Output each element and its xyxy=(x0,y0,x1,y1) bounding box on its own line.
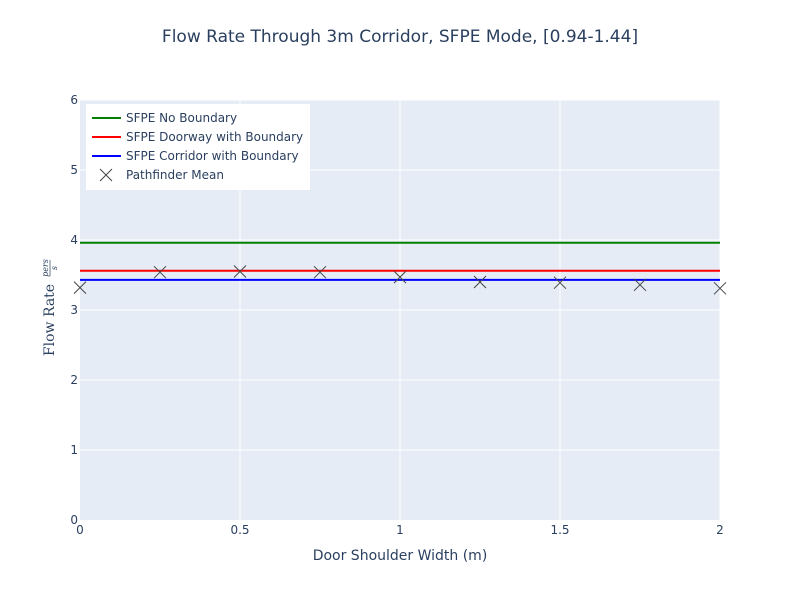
y-tick-label: 2 xyxy=(70,373,78,387)
series-markers xyxy=(73,265,727,295)
x-tick-label: 1.5 xyxy=(550,523,569,537)
marker-point xyxy=(73,281,87,294)
x-tick-label: 1 xyxy=(396,523,404,537)
chart-title: Flow Rate Through 3m Corridor, SFPE Mode… xyxy=(162,27,638,47)
x-tick-label: 0.5 xyxy=(230,523,249,537)
series-lines xyxy=(80,241,720,281)
y-axis-title-text: Flow Rate xyxy=(42,284,58,356)
marker-point xyxy=(153,265,167,279)
marker-point xyxy=(713,281,727,295)
marker-point xyxy=(473,275,487,289)
y-tick-label: 1 xyxy=(70,443,78,457)
y-axis-title-numerator: pers xyxy=(41,259,50,277)
marker-point xyxy=(233,265,247,278)
marker-point xyxy=(553,276,567,290)
x-tick-label: 2 xyxy=(716,523,724,537)
legend-label-2: SFPE Corridor with Boundary xyxy=(126,149,299,163)
legend-label-0: SFPE No Boundary xyxy=(126,111,237,125)
legend-label-3: Pathfinder Mean xyxy=(126,168,224,182)
legend-label-1: SFPE Doorway with Boundary xyxy=(126,130,303,144)
y-axis-title-denominator: s xyxy=(50,266,59,270)
x-axis-title: Door Shoulder Width (m) xyxy=(313,548,488,564)
y-tick-label: 0 xyxy=(70,513,78,527)
y-tick-label: 5 xyxy=(70,163,78,177)
x-tick-label: 0 xyxy=(76,523,84,537)
marker-point xyxy=(313,265,327,279)
y-tick-label: 4 xyxy=(70,233,78,247)
y-tick-label: 3 xyxy=(70,303,78,317)
y-tick-label: 6 xyxy=(70,93,78,107)
marker-point xyxy=(633,278,647,292)
x-ticks: 0 0.5 1 1.5 2 xyxy=(76,523,724,537)
marker-point xyxy=(393,270,407,284)
legend-swatch-3 xyxy=(99,168,113,182)
y-axis-title: Flow Rate pers s xyxy=(41,259,59,356)
legend-box xyxy=(86,104,310,190)
legend: SFPE No Boundary SFPE Doorway with Bounda… xyxy=(86,104,310,190)
y-ticks: 0 1 2 3 4 5 6 xyxy=(70,93,78,527)
